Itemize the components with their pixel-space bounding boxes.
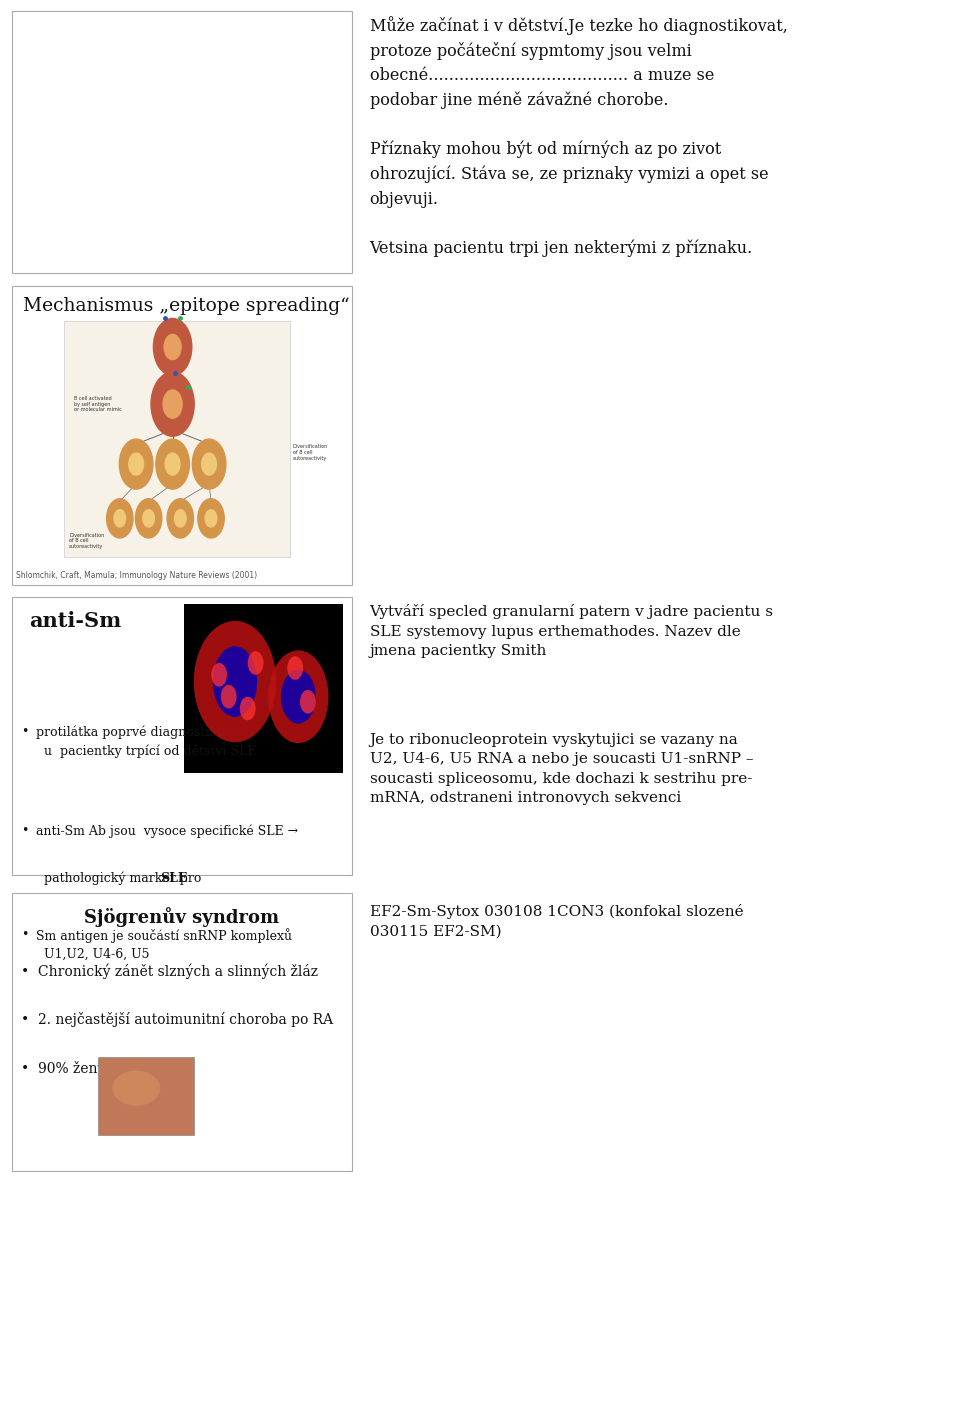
Ellipse shape	[194, 621, 276, 743]
Ellipse shape	[287, 657, 303, 680]
Circle shape	[129, 453, 143, 476]
Text: Sm antigen je součástí snRNP komplexů
  U1,U2, U4-6, U5: Sm antigen je součástí snRNP komplexů U1…	[36, 928, 292, 961]
Circle shape	[164, 334, 181, 360]
Ellipse shape	[268, 650, 328, 743]
Text: Může začínat i v dětství.Je tezke ho diagnostikovat,
protoze počáteční sypmtomy : Může začínat i v dětství.Je tezke ho dia…	[370, 16, 787, 257]
Text: •: •	[21, 928, 29, 941]
Circle shape	[154, 318, 192, 376]
Text: •: •	[21, 1061, 30, 1075]
Text: Sjögrenův syndrom: Sjögrenův syndrom	[84, 907, 279, 927]
Circle shape	[119, 440, 153, 490]
Text: •: •	[21, 725, 29, 738]
Ellipse shape	[248, 651, 263, 675]
Text: 90% ženy: 90% ženy	[38, 1061, 106, 1077]
Ellipse shape	[281, 670, 316, 724]
FancyBboxPatch shape	[12, 286, 352, 585]
Text: Diversification
of B cell
autoreactivity: Diversification of B cell autoreactivity	[69, 533, 105, 550]
Text: EF2-Sm-Sytox 030108 1CON3 (konfokal slozené
030115 EF2-SM): EF2-Sm-Sytox 030108 1CON3 (konfokal sloz…	[370, 904, 743, 938]
Circle shape	[143, 510, 155, 527]
Circle shape	[151, 373, 194, 437]
FancyBboxPatch shape	[184, 604, 343, 773]
Circle shape	[114, 510, 126, 527]
Text: Je to ribonucleoprotein vyskytujici se vazany na
U2, U4-6, U5 RNA a nebo je souc: Je to ribonucleoprotein vyskytujici se v…	[370, 733, 753, 805]
Text: 2. nejčastější autoimunitní choroba po RA: 2. nejčastější autoimunitní choroba po R…	[38, 1012, 333, 1028]
Circle shape	[156, 440, 189, 490]
Circle shape	[135, 498, 162, 538]
Ellipse shape	[213, 645, 257, 717]
Text: •: •	[21, 1012, 30, 1027]
Circle shape	[175, 510, 186, 527]
Circle shape	[163, 390, 182, 418]
FancyBboxPatch shape	[12, 11, 352, 273]
Text: protilátka poprvé diagnostikována
  u  pacientky trpící od dětství SLE: protilátka poprvé diagnostikována u paci…	[36, 725, 256, 758]
FancyBboxPatch shape	[64, 321, 290, 557]
Circle shape	[198, 498, 225, 538]
FancyBboxPatch shape	[12, 892, 352, 1171]
Circle shape	[107, 498, 133, 538]
Text: •: •	[21, 824, 29, 837]
Text: Mechanismus „epitope spreading“: Mechanismus „epitope spreading“	[23, 297, 349, 316]
Text: SLE: SLE	[160, 871, 188, 884]
FancyBboxPatch shape	[12, 597, 352, 875]
Ellipse shape	[300, 690, 316, 714]
Ellipse shape	[221, 685, 236, 708]
Ellipse shape	[112, 1071, 160, 1105]
Ellipse shape	[240, 697, 255, 720]
FancyBboxPatch shape	[98, 1057, 194, 1135]
Circle shape	[165, 453, 180, 476]
Text: anti-Sm: anti-Sm	[29, 611, 121, 631]
Text: •: •	[21, 964, 30, 978]
Circle shape	[167, 498, 194, 538]
Circle shape	[192, 440, 226, 490]
Text: pathologický marker pro: pathologický marker pro	[36, 871, 204, 885]
Text: Chronický zánět slzných a slinných žláz: Chronický zánět slzných a slinných žláz	[38, 964, 319, 980]
Text: anti-Sm Ab jsou  vysoce specifické SLE →: anti-Sm Ab jsou vysoce specifické SLE →	[36, 824, 298, 838]
Ellipse shape	[211, 663, 228, 687]
Text: Vytváří specled granularní patern v jadre pacientu s
SLE systemovy lupus erthema: Vytváří specled granularní patern v jadr…	[370, 604, 774, 658]
Circle shape	[202, 453, 216, 476]
Circle shape	[205, 510, 217, 527]
Text: Diversification
of B cell
autoreactivity: Diversification of B cell autoreactivity	[293, 444, 328, 461]
Text: B cell activated
by self antigen
or molecular mimic: B cell activated by self antigen or mole…	[74, 396, 122, 413]
Text: Shlomchik, Craft, Mamula; Immunology Nature Reviews (2001): Shlomchik, Craft, Mamula; Immunology Nat…	[16, 571, 257, 580]
